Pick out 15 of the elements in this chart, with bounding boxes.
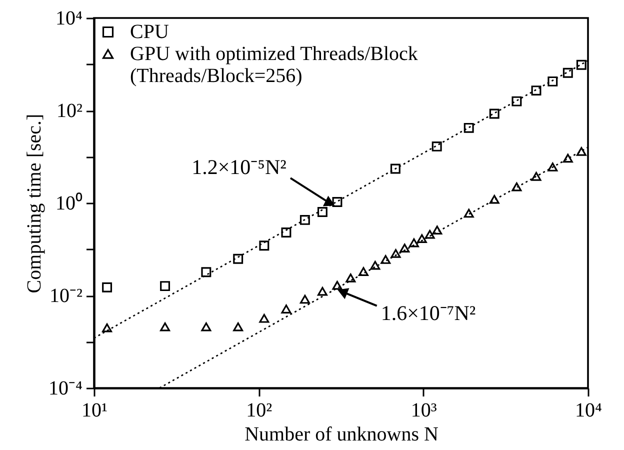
x-axis-title: Number of unknowns N	[244, 424, 438, 446]
y-tick-label: 10²	[56, 100, 82, 122]
y-tick-label: 10⁴	[56, 8, 83, 30]
x-tick-label: 10²	[246, 400, 272, 422]
x-tick-label: 10¹	[82, 400, 108, 422]
x-tick-label: 10³	[410, 400, 437, 422]
annotation: 1.2×10⁻⁵N²	[192, 155, 286, 180]
annotation: 1.6×10⁻⁷N²	[380, 300, 476, 325]
y-tick-label: 10⁻⁴	[48, 378, 83, 400]
legend-label: GPU with optimized Threads/Block (Threads/Block=256)	[130, 43, 418, 87]
y-axis-title: Computing time [sec.]	[24, 114, 46, 294]
legend-label: CPU	[130, 21, 170, 43]
y-tick-label: 10⁻²	[50, 285, 82, 307]
y-tick-label: 10⁰	[56, 192, 82, 214]
x-tick-label: 10⁴	[575, 400, 602, 422]
